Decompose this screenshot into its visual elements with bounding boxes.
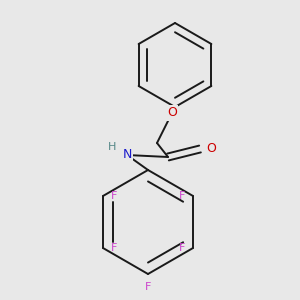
Text: F: F bbox=[179, 191, 185, 201]
Text: F: F bbox=[179, 243, 185, 253]
Text: O: O bbox=[206, 142, 216, 155]
Text: F: F bbox=[145, 282, 151, 292]
Text: N: N bbox=[122, 148, 132, 161]
Text: F: F bbox=[111, 243, 117, 253]
Text: F: F bbox=[111, 191, 117, 201]
Text: O: O bbox=[167, 106, 177, 119]
Text: H: H bbox=[108, 142, 116, 152]
